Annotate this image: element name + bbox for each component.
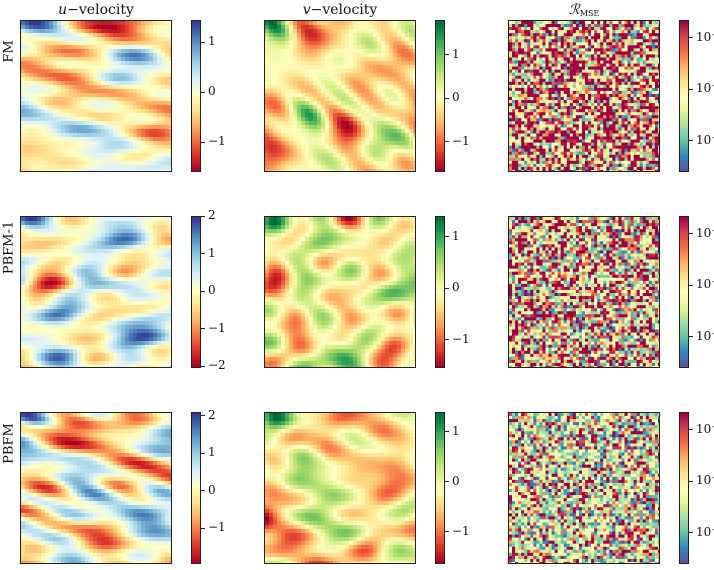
colorbar-tick [201,328,205,330]
colorbar-u-0 [191,20,201,172]
colorbar-tick [689,429,693,431]
colorbar-r-1 [679,216,689,368]
colorbar-tick-label: 0 [208,283,216,298]
field-u-1 [20,216,172,368]
colorbar-tick [201,91,205,93]
colorbar-tick-label: −1 [452,331,470,346]
colorbar-tick-label: 10⁻³ [696,328,714,343]
colorbar-tick-label: 1 [208,445,216,460]
colorbar-tick [689,336,693,338]
colorbar-tick-label: 0 [452,473,460,488]
colorbar-tick [201,290,205,292]
colorbar-u-1 [191,216,201,368]
colorbar-tick-label: −1 [452,523,470,538]
field-image [21,413,171,563]
colorbar-tick-label: 10⁻¹ [696,225,714,240]
colorbar-tick-label: 0 [208,482,216,497]
row-label: PBFM-1 [1,220,17,275]
colorbar-tick-label: 1 [452,423,460,438]
colorbar-tick [689,88,693,90]
colorbar-tick-label: −2 [208,358,226,373]
colorbar-r-2 [679,412,689,564]
column-title-var: v [302,2,311,18]
field-image [265,217,415,367]
colorbar-tick-label: 10⁻² [696,81,714,96]
colorbar-tick-label: 2 [208,208,216,222]
field-r-2 [508,412,660,564]
field-image [509,217,659,367]
colorbar-tick-label: 1 [208,245,216,260]
field-image [509,21,659,171]
colorbar-tick [201,41,205,43]
colorbar-v-0 [435,20,445,172]
column-title-rest: −velocity [310,2,378,18]
colorbar-tick-label: 1 [208,34,216,49]
column-title-rest: −velocity [67,2,134,18]
column-title-sub: MSE [579,9,600,18]
colorbar-tick [689,480,693,482]
colorbar-tick-label: 10⁻³ [696,132,714,147]
colorbar-tick [201,215,205,217]
colorbar-tick [445,531,449,533]
column-title-u: u−velocity [16,2,176,18]
colorbar-v-1 [435,216,445,368]
colorbar-tick-label: 10⁻³ [696,524,714,539]
field-u-2 [20,412,172,564]
field-image [265,21,415,171]
field-image [21,21,171,171]
row-label: FM [1,40,17,63]
colorbar-tick [445,481,449,483]
colorbar-tick [445,431,449,433]
colorbar-tick-label: 10⁻² [696,277,714,292]
colorbar-tick [689,37,693,39]
colorbar-tick-label: −1 [208,520,226,535]
column-title-r: ℛMSE [504,2,664,18]
field-image [265,413,415,563]
colorbar-tick [689,284,693,286]
field-v-0 [264,20,416,172]
colorbar-tick [445,287,449,289]
colorbar-tick [201,415,205,417]
colorbar-tick [201,141,205,143]
colorbar-r-0 [679,20,689,172]
field-v-1 [264,216,416,368]
colorbar-tick [445,97,449,99]
colorbar-tick [201,365,205,367]
colorbar-tick-label: 0 [208,84,216,99]
colorbar-tick [689,233,693,235]
colorbar-tick-label: −1 [452,133,470,148]
field-u-0 [20,20,172,172]
colorbar-tick-label: 1 [452,46,460,61]
colorbar-tick-label: 0 [452,90,460,105]
colorbar-tick [445,54,449,56]
colorbar-v-2 [435,412,445,564]
colorbar-tick-label: 1 [452,228,460,243]
colorbar-tick-label: −1 [208,134,226,149]
field-image [509,413,659,563]
colorbar-tick-label: 2 [208,407,216,422]
colorbar-tick [201,527,205,529]
colorbar-tick-label: 10⁻¹ [696,421,714,436]
colorbar-tick [201,490,205,492]
colorbar-tick [689,140,693,142]
field-r-1 [508,216,660,368]
field-v-2 [264,412,416,564]
field-image [21,217,171,367]
colorbar-tick [689,532,693,534]
colorbar-tick [445,339,449,341]
field-r-0 [508,20,660,172]
colorbar-tick-label: 0 [452,280,460,295]
colorbar-tick-label: 10⁻² [696,473,714,488]
column-title-v: v−velocity [260,2,420,18]
colorbar-u-2 [191,412,201,564]
colorbar-tick-label: −1 [208,320,226,335]
row-label: PBFM [1,423,17,464]
colorbar-tick [445,236,449,238]
colorbar-tick [201,452,205,454]
colorbar-tick-label: 10⁻¹ [696,29,714,44]
column-title-var: ℛ [568,2,580,18]
colorbar-tick [201,253,205,255]
colorbar-tick [445,141,449,143]
column-title-var: u [58,2,68,18]
